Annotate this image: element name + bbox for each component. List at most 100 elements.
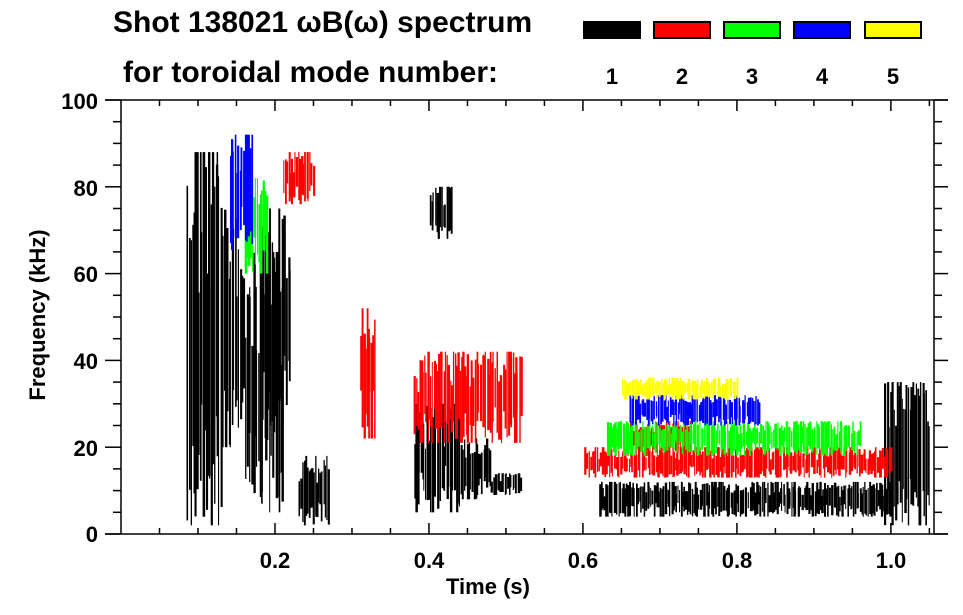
spectrum-streak bbox=[424, 355, 426, 414]
spectrum-streak bbox=[630, 381, 632, 397]
spectrum-streak bbox=[837, 485, 840, 517]
spectrum-streak bbox=[247, 210, 251, 266]
mode-5-feature bbox=[622, 377, 739, 400]
spectrum-streak bbox=[727, 399, 729, 420]
spectrum-streak bbox=[661, 378, 663, 396]
spectrum-streak bbox=[309, 469, 312, 508]
spectrum-streak bbox=[243, 278, 246, 389]
spectrum-streak bbox=[617, 457, 619, 477]
y-tick-label: 0 bbox=[85, 522, 98, 547]
spectrum-streak bbox=[312, 472, 315, 525]
spectrum-streak bbox=[728, 448, 730, 478]
spectrum-streak bbox=[624, 488, 627, 517]
spectrum-streak bbox=[496, 351, 498, 433]
spectrum-streak bbox=[682, 380, 685, 400]
spectrum-streak bbox=[721, 447, 724, 478]
spectrum-streak bbox=[686, 421, 689, 453]
spectrum-streak bbox=[658, 381, 661, 397]
spectrum-streak bbox=[422, 372, 424, 441]
spectrum-streak bbox=[658, 428, 661, 451]
spectrum-streak bbox=[456, 407, 459, 504]
spectrum-streak bbox=[676, 450, 679, 476]
spectrum-streak bbox=[700, 378, 703, 399]
spectrum-streak bbox=[292, 172, 296, 198]
spectrum-streak bbox=[804, 487, 806, 508]
spectrum-streak bbox=[752, 427, 755, 443]
spectrum-streak bbox=[856, 447, 858, 474]
spectrum-streak bbox=[830, 424, 832, 456]
spectrum-streak bbox=[625, 448, 627, 473]
spectrum-streak bbox=[701, 484, 703, 506]
spectrum-streak bbox=[776, 481, 779, 515]
spectrum-streak bbox=[704, 422, 706, 446]
spectrum-streak bbox=[459, 370, 462, 443]
spectrum-streak bbox=[808, 487, 811, 514]
spectrum-streak bbox=[625, 483, 628, 507]
spectrum-streak bbox=[671, 426, 675, 448]
y-tick-label: 40 bbox=[73, 349, 98, 374]
spectrum-streak bbox=[704, 488, 706, 511]
spectrum-streak bbox=[674, 380, 677, 394]
spectrum-streak bbox=[758, 447, 760, 478]
spectrum-streak bbox=[850, 448, 854, 472]
spectrum-streak bbox=[713, 481, 716, 509]
spectrum-streak bbox=[702, 397, 704, 422]
spectrum-streak bbox=[889, 483, 892, 517]
spectrum-streak bbox=[429, 376, 432, 427]
spectrum-streak bbox=[867, 458, 870, 475]
y-tick-label: 100 bbox=[61, 89, 98, 114]
legend-swatch-5 bbox=[864, 21, 922, 39]
spectrum-streak bbox=[784, 456, 787, 470]
spectrum-streak bbox=[734, 382, 737, 399]
spectrum-streak bbox=[673, 421, 675, 451]
spectrum-streak bbox=[733, 421, 735, 452]
spectrum-streak bbox=[484, 351, 486, 438]
spectrum-streak bbox=[461, 449, 464, 500]
spectrum-streak bbox=[712, 486, 715, 517]
spectrum-streak bbox=[509, 473, 511, 495]
spectrum-streak bbox=[299, 158, 302, 205]
spectrum-streak bbox=[290, 158, 293, 205]
spectrum-streak bbox=[693, 494, 695, 514]
spectrum-streak bbox=[806, 481, 809, 511]
spectrum-streak bbox=[298, 481, 300, 517]
spectrum-streak bbox=[732, 381, 735, 394]
spectrum-streak bbox=[692, 381, 695, 400]
spectrum-streak bbox=[254, 287, 257, 437]
spectrum-streak bbox=[873, 488, 876, 516]
spectrum-streak bbox=[476, 444, 479, 496]
spectrum-streak bbox=[704, 396, 707, 426]
spectrum-streak bbox=[692, 424, 695, 445]
spectrum-streak bbox=[686, 491, 689, 515]
spectrum-streak bbox=[636, 396, 638, 421]
spectrum-streak bbox=[765, 421, 767, 453]
spectrum-streak bbox=[679, 447, 683, 474]
spectrum-streak bbox=[633, 430, 636, 446]
spectrum-streak bbox=[783, 484, 785, 506]
spectrum-streak bbox=[702, 429, 704, 444]
spectrum-streak bbox=[716, 423, 719, 444]
spectrum-streak bbox=[718, 395, 720, 423]
spectrum-streak bbox=[667, 426, 668, 451]
spectrum-streak bbox=[311, 468, 314, 508]
spectrum-streak bbox=[461, 357, 463, 443]
spectrum-streak bbox=[655, 456, 658, 473]
spectrum-streak bbox=[895, 425, 898, 521]
spectrum-streak bbox=[674, 399, 677, 416]
spectrum-streak bbox=[651, 490, 654, 505]
spectrum-streak bbox=[638, 384, 641, 395]
spectrum-streak bbox=[720, 398, 722, 426]
spectrum-streak bbox=[843, 426, 846, 456]
x-tick-label: 1.0 bbox=[875, 548, 907, 573]
spectrum-streak bbox=[744, 395, 746, 420]
spectrum-streak bbox=[653, 455, 656, 475]
spectrum-streak bbox=[726, 379, 729, 400]
spectrum-streak bbox=[896, 382, 899, 505]
spectrum-streak bbox=[588, 451, 590, 478]
spectrum-streak bbox=[360, 335, 362, 391]
spectrum-streak bbox=[633, 488, 635, 517]
legend-swatch-4 bbox=[793, 21, 851, 39]
spectrum-streak bbox=[746, 402, 749, 417]
spectrum-streak bbox=[656, 380, 660, 391]
spectrum-streak bbox=[740, 490, 744, 515]
